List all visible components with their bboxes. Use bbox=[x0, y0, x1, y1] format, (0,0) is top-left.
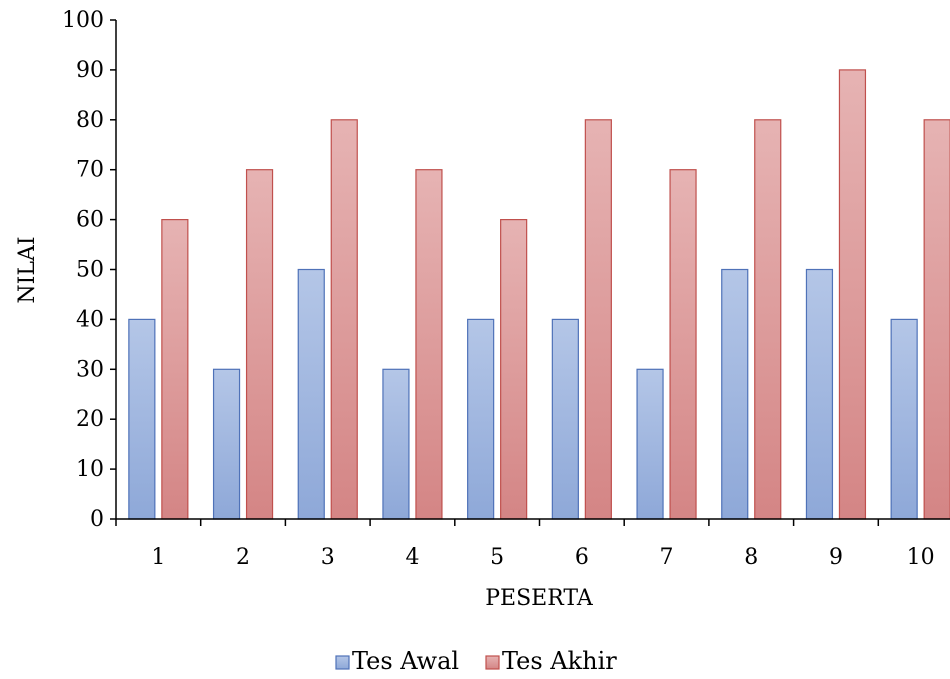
x-tick-label: 10 bbox=[907, 545, 935, 570]
y-tick-label: 70 bbox=[76, 158, 104, 183]
bar-tes-awal-5 bbox=[467, 318, 495, 520]
bar-tes-akhir-3 bbox=[330, 119, 358, 520]
bar-tes-akhir-1 bbox=[161, 219, 189, 520]
x-tick-label: 7 bbox=[660, 545, 674, 570]
y-tick-label: 40 bbox=[76, 307, 104, 332]
x-tick-label: 9 bbox=[829, 545, 843, 570]
bar-tes-awal-7 bbox=[636, 368, 664, 520]
x-tick-label: 3 bbox=[321, 545, 335, 570]
bar-tes-awal-3 bbox=[297, 268, 325, 520]
y-tick-label: 60 bbox=[76, 208, 104, 233]
legend-label-tes-akhir: Tes Akhir bbox=[502, 647, 617, 675]
bar-tes-akhir-9 bbox=[838, 69, 867, 520]
axes-group bbox=[110, 19, 950, 526]
legend-label-tes-awal: Tes Awal bbox=[352, 647, 459, 675]
y-tick-label: 30 bbox=[76, 357, 104, 382]
y-tick-label: 50 bbox=[76, 258, 104, 283]
bar-tes-awal-10 bbox=[890, 318, 918, 520]
x-tick-label: 8 bbox=[744, 545, 758, 570]
x-tick-label: 4 bbox=[405, 545, 419, 570]
y-tick-label: 0 bbox=[90, 507, 104, 532]
bar-tes-awal-8 bbox=[721, 268, 749, 520]
y-tick-label: 20 bbox=[76, 407, 104, 432]
y-tick-label: 100 bbox=[62, 8, 104, 33]
x-tick-label: 5 bbox=[490, 545, 504, 570]
bar-tes-awal-9 bbox=[805, 268, 834, 520]
bar-tes-awal-2 bbox=[212, 368, 241, 520]
bar-tes-akhir-8 bbox=[754, 119, 782, 520]
legend-swatch-tes-akhir bbox=[485, 655, 500, 670]
x-tick-label: 1 bbox=[151, 545, 165, 570]
y-tick-label: 80 bbox=[76, 108, 104, 133]
legend: Tes Awal Tes Akhir bbox=[335, 647, 617, 675]
bar-tes-awal-1 bbox=[128, 318, 156, 520]
bar-tes-akhir-7 bbox=[669, 169, 697, 520]
y-tick-label: 90 bbox=[76, 58, 104, 83]
bars-group bbox=[128, 69, 950, 520]
x-tick-label: 2 bbox=[236, 545, 250, 570]
bar-tes-akhir-10 bbox=[923, 119, 950, 520]
bar-tes-awal-4 bbox=[382, 368, 410, 520]
y-axis-title: NILAI bbox=[15, 236, 40, 303]
bar-tes-akhir-6 bbox=[584, 119, 612, 520]
bar-tes-akhir-4 bbox=[415, 169, 443, 520]
bar-tes-akhir-2 bbox=[245, 169, 274, 520]
legend-swatch-tes-awal bbox=[335, 655, 350, 670]
y-tick-label: 10 bbox=[76, 457, 104, 482]
x-axis-title: PESERTA bbox=[485, 586, 594, 611]
bar-tes-akhir-5 bbox=[500, 219, 528, 520]
bar-tes-awal-6 bbox=[551, 318, 579, 520]
x-tick-label: 6 bbox=[575, 545, 589, 570]
labels-group: 0 10 20 30 40 50 60 70 80 90 100 1 2 3 4 5 6 7 8 9 10 bbox=[62, 8, 935, 570]
